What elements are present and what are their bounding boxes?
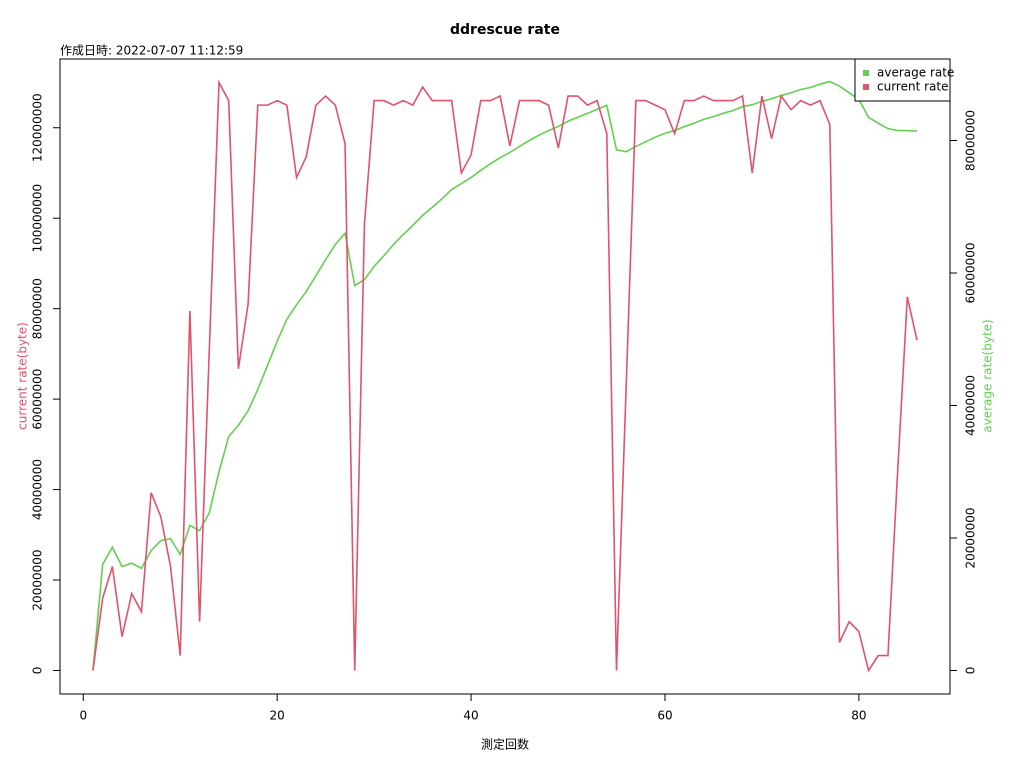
series-line: [92, 80, 918, 671]
series-line: [92, 79, 918, 673]
legend-label: current rate: [877, 80, 948, 94]
legend-swatch: [863, 70, 869, 76]
y2-tick-label: 20000000: [964, 507, 978, 568]
y2-axis-label: average rate(byte): [981, 319, 995, 432]
x-tick-label: 40: [463, 709, 478, 723]
chart-subtitle: 作成日時: 2022-07-07 11:12:59: [60, 44, 243, 58]
y-tick-label: 100000000: [31, 184, 45, 253]
y-tick-label: 40000000: [31, 459, 45, 520]
y-tick-label: 60000000: [31, 369, 45, 430]
y-tick-label: 0: [31, 667, 45, 675]
x-tick-label: 0: [79, 709, 87, 723]
y2-tick-label: 60000000: [964, 242, 978, 303]
y-axis-label: current rate(byte): [16, 322, 30, 430]
x-tick-label: 20: [270, 709, 285, 723]
chart-title: ddrescue rate: [450, 22, 560, 38]
y2-tick-label: 40000000: [964, 375, 978, 436]
y-tick-label: 20000000: [31, 549, 45, 610]
legend-label: average rate: [877, 66, 954, 80]
x-axis-label: 測定回数: [481, 737, 529, 752]
legend-swatch: [863, 84, 869, 90]
legend-box: [854, 58, 951, 102]
y-tick-label: 120000000: [31, 93, 45, 162]
x-tick-label: 80: [851, 709, 866, 723]
y2-tick-label: 80000000: [964, 110, 978, 171]
y2-tick-label: 0: [964, 667, 978, 675]
y-tick-label: 80000000: [31, 278, 45, 339]
x-tick-label: 60: [657, 709, 672, 723]
plot-frame: [59, 58, 951, 695]
